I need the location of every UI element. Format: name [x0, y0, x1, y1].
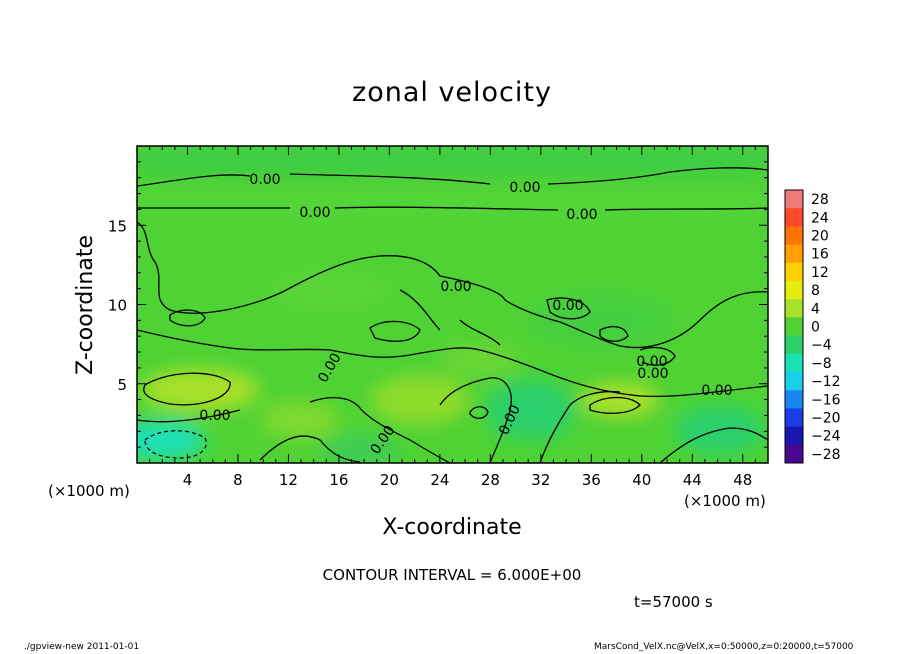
colorbar-swatch [785, 281, 803, 300]
x-tick-label: 32 [531, 471, 550, 489]
colorbar-label: −12 [811, 374, 841, 390]
colorbar-swatch [785, 244, 803, 264]
contour-label: 0.00 [299, 205, 330, 221]
contour-label: 0.00 [199, 408, 230, 424]
colorbar-swatch [785, 299, 803, 318]
colorbar-swatch [785, 226, 803, 246]
contour-label: 0.00 [636, 354, 667, 370]
contour-label: 0.00 [249, 172, 280, 188]
velocity-field [137, 146, 768, 463]
colorbar-label: 28 [811, 192, 829, 208]
colorbar-swatch [785, 390, 803, 409]
time-label: t=57000 s [634, 593, 713, 611]
x-tick-label: 4 [183, 471, 193, 489]
contour-interval: CONTOUR INTERVAL = 6.000E+00 [322, 566, 582, 584]
contour-label: 0.00 [440, 279, 471, 295]
colorbar-label: −8 [811, 356, 832, 372]
x-axis-label: X-coordinate [382, 515, 522, 540]
x-tick-label: 28 [481, 471, 500, 489]
colorbar-label: 0 [811, 320, 820, 336]
contour-lines [137, 167, 768, 463]
axis-ticks [137, 146, 768, 463]
colorbar-label: 24 [811, 210, 829, 226]
colorbar-swatch [785, 372, 803, 391]
x-axis-unit-right: (×1000 m) [684, 492, 766, 510]
contour-label: 0.00 [566, 207, 597, 223]
contour-label: 0.00 [552, 298, 583, 314]
x-tick-label: 24 [430, 471, 449, 489]
colorbar-label: −16 [811, 392, 841, 408]
colorbar-frame [784, 189, 804, 464]
x-tick-label: 12 [279, 471, 298, 489]
colorbar-swatch [785, 353, 803, 373]
colorbar [784, 189, 804, 464]
contour-lines-dashed [144, 430, 207, 459]
x-tick-label: 36 [582, 471, 601, 489]
colorbar-swatch [785, 335, 803, 355]
colorbar-label: −24 [811, 429, 841, 445]
colorbar-swatch [785, 190, 803, 209]
x-tick-label: 16 [329, 471, 348, 489]
colorbar-swatch [785, 208, 803, 227]
y-axis-label: Z-coordinate [73, 235, 98, 375]
colorbar-label: 12 [811, 265, 829, 281]
colorbar-label: 16 [811, 247, 829, 263]
x-tick-label: 40 [632, 471, 651, 489]
colorbar-swatch [785, 262, 803, 282]
colorbar-label: 8 [811, 283, 820, 299]
colorbar-label: −20 [811, 411, 841, 427]
footer-right: MarsCond_VelX.nc@VelX,x=0:50000,z=0:2000… [594, 642, 854, 652]
contour-label: 0.00 [509, 180, 540, 196]
colorbar-swatch [785, 408, 803, 428]
contour-label: 0.00 [637, 366, 668, 382]
x-tick-label: 48 [733, 471, 752, 489]
y-tick-label: 10 [108, 297, 127, 315]
colorbar-label: −4 [811, 338, 832, 354]
colorbar-label: 20 [811, 229, 829, 245]
x-tick-label: 20 [380, 471, 399, 489]
y-tick-label: 15 [108, 217, 127, 235]
colorbar-label: 4 [811, 301, 820, 317]
colorbar-label: −28 [811, 447, 841, 463]
contour-label: 0.00 [701, 383, 732, 399]
colorbar-swatch [785, 426, 803, 446]
colorbar-labels: 28 24 20 16 12 8 4 0 −4 −8 −12 −16 −20 −24 −28 [811, 192, 841, 463]
chart-title: zonal velocity [352, 77, 552, 108]
x-tick-label: 44 [683, 471, 702, 489]
colorbar-swatch [785, 317, 803, 337]
footer-left: ./gpview-new 2011-01-01 [24, 642, 140, 652]
x-axis-unit-left: (×1000 m) [48, 482, 130, 500]
colorbar-swatch [785, 444, 803, 464]
y-tick-label: 5 [117, 376, 127, 394]
x-tick-label: 8 [233, 471, 243, 489]
